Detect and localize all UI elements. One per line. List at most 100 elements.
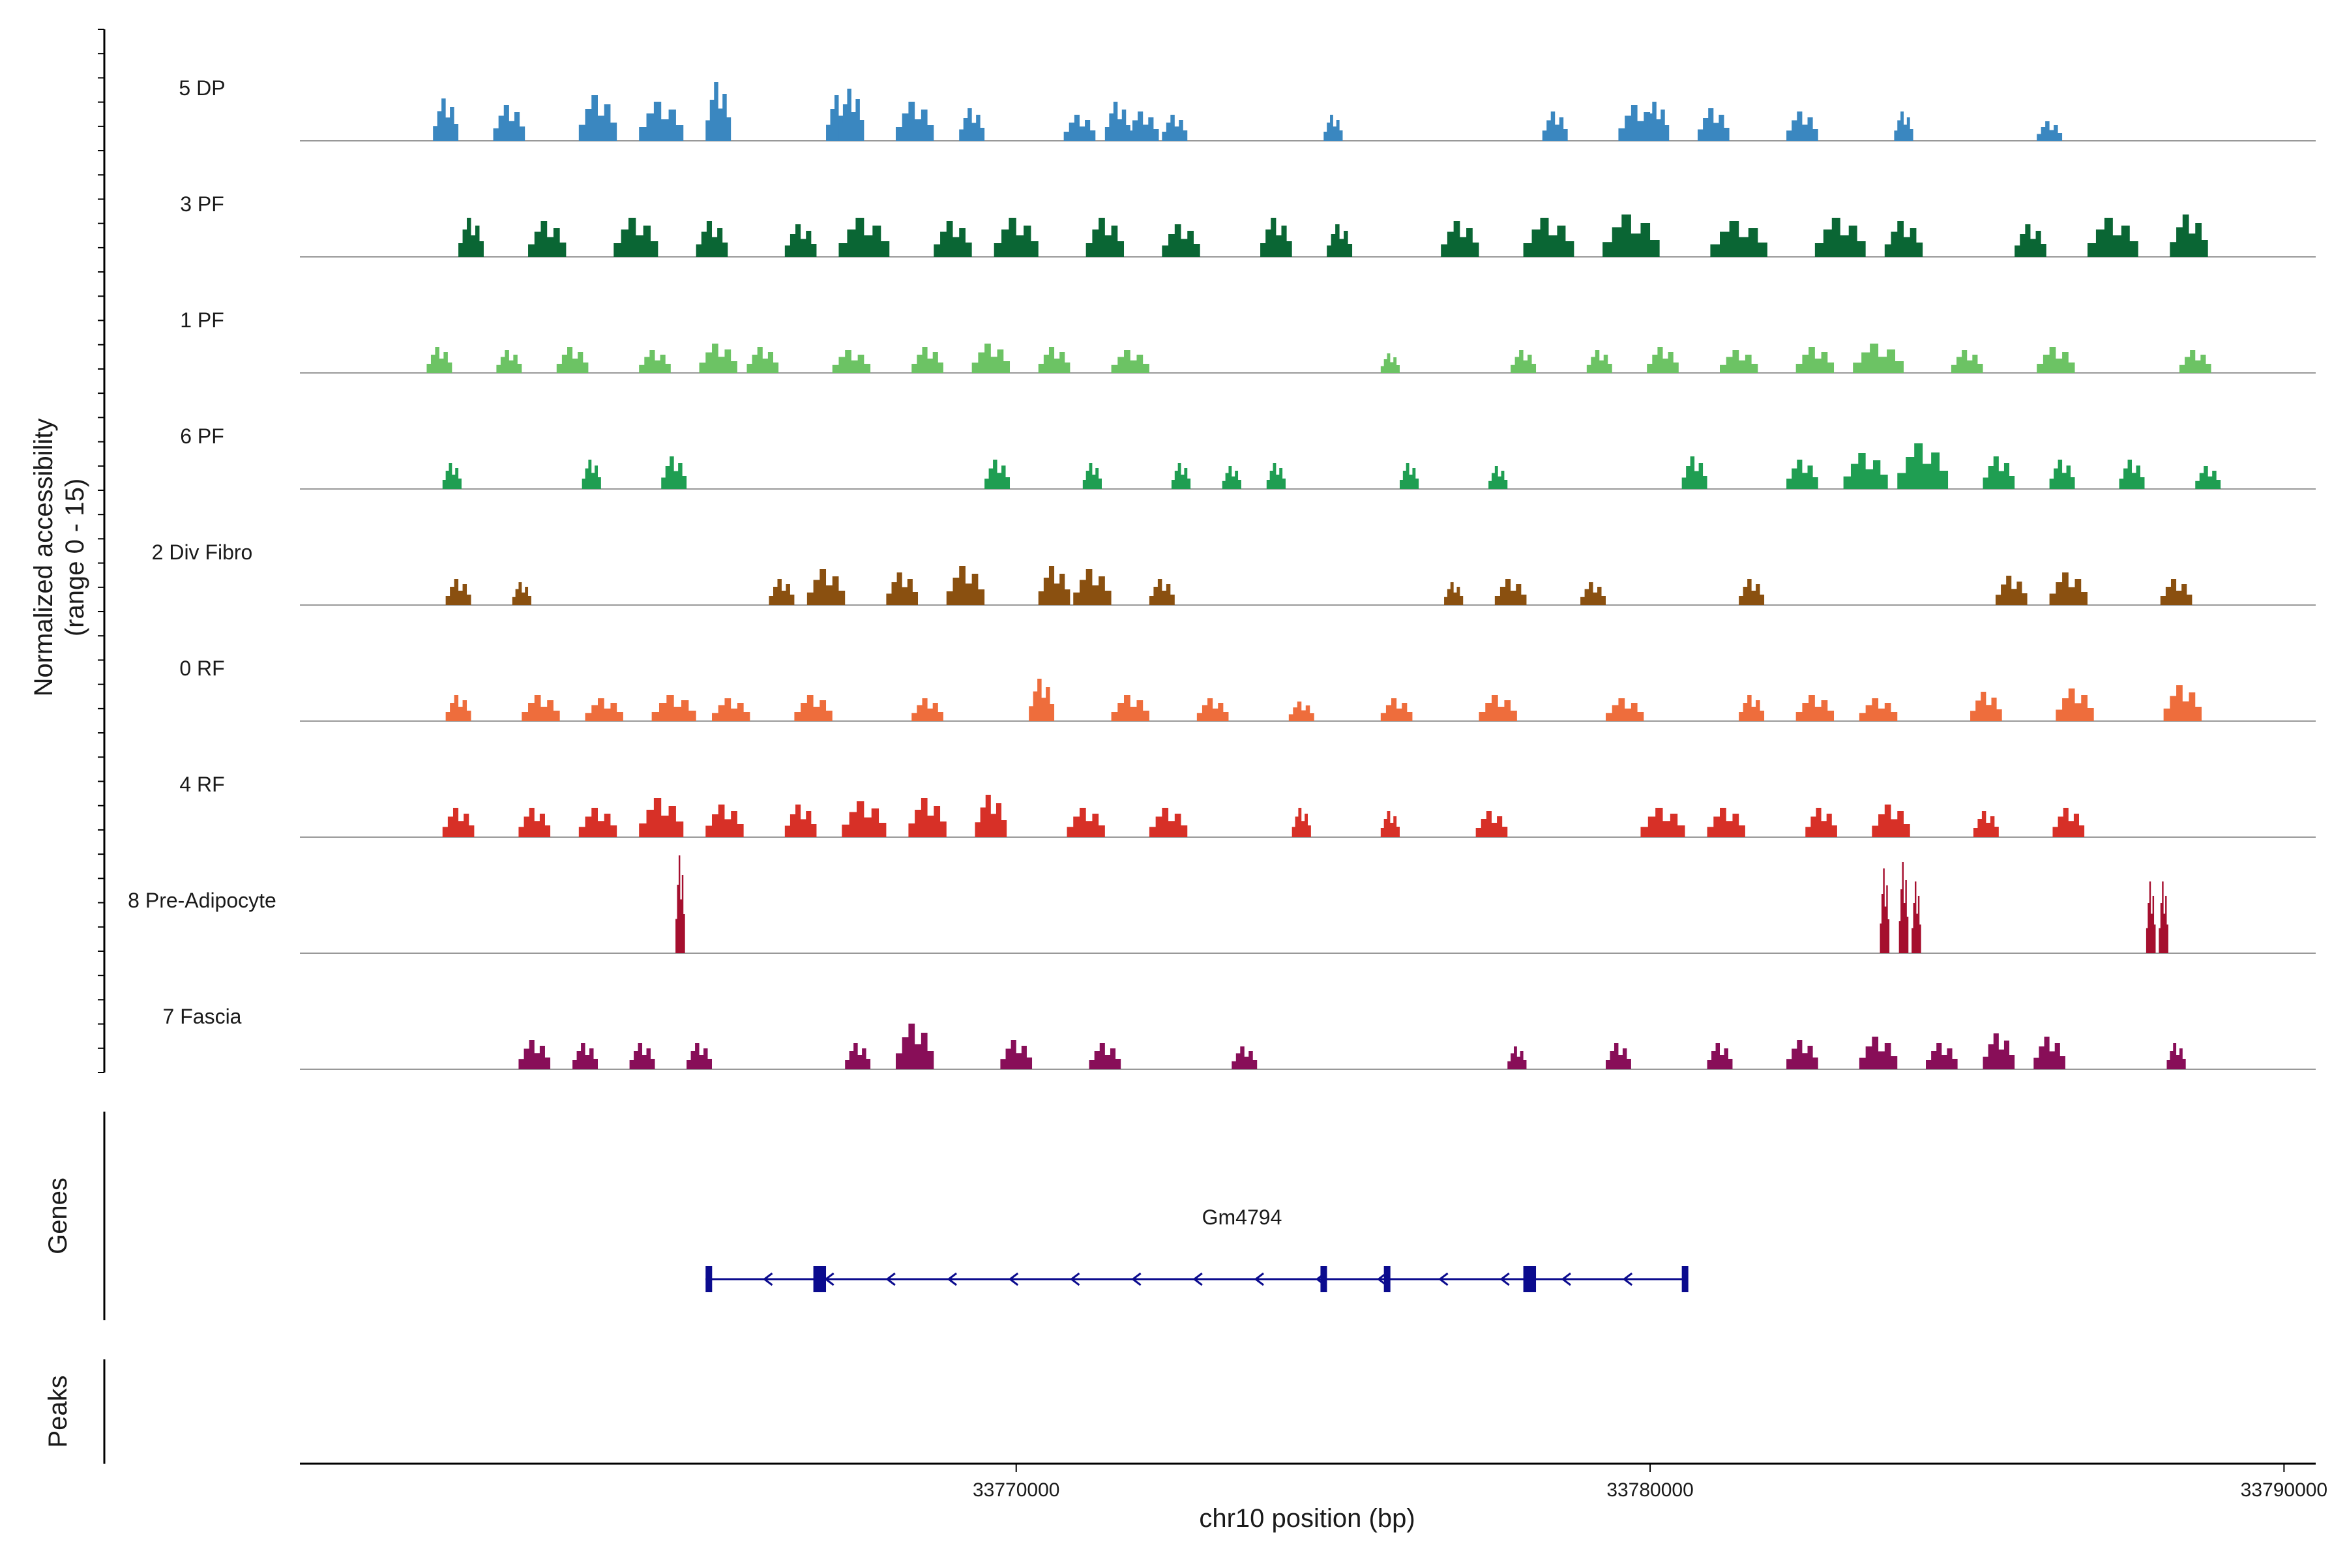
coverage-peak <box>2087 218 2138 257</box>
coverage-peak <box>1063 115 1096 141</box>
coverage-peak <box>838 218 890 257</box>
coverage-peak <box>1880 868 1890 953</box>
coverage-peak <box>838 89 864 141</box>
coverage-peak <box>1602 214 1660 257</box>
track-label: 6 PF <box>180 424 224 448</box>
coverage-peak <box>651 695 696 721</box>
coverage-peak <box>1647 347 1679 373</box>
gene-exon <box>1383 1266 1391 1292</box>
coverage-peak <box>1795 695 1835 721</box>
coverage-peak <box>2052 808 2085 837</box>
track-label: 5 DP <box>179 76 225 100</box>
coverage-peak <box>2037 121 2063 141</box>
tracks-layer: 5 DP 3 PF 1 PF 6 PF 2 Div Fibro 0 RF 4 RF 8 Pre… <box>128 76 2316 1070</box>
coverage-peak <box>445 695 471 721</box>
coverage-peak <box>1697 108 1730 141</box>
coverage-peak <box>661 456 687 489</box>
coverage-peak <box>845 1043 871 1069</box>
coverage-peak <box>1586 350 1612 373</box>
coverage-peak <box>1323 115 1343 141</box>
coverage-peak <box>1380 811 1400 837</box>
track-4-rf: 4 RF <box>179 773 2316 838</box>
coverage-peak <box>1523 218 1574 257</box>
coverage-peak <box>1951 350 1983 373</box>
coverage-peak <box>686 1043 713 1069</box>
coverage-peak <box>1786 460 1818 489</box>
coverage-peak <box>1859 1037 1898 1069</box>
coverage-peak <box>1640 808 1685 837</box>
coverage-peak <box>582 460 601 489</box>
coverage-peak <box>712 698 750 721</box>
coverage-peak <box>2166 1043 2186 1069</box>
coverage-peak <box>493 105 525 141</box>
coverage-peak <box>426 347 452 373</box>
coverage-peak <box>1580 582 1606 605</box>
coverage-peak <box>1089 1043 1121 1069</box>
coverage-peak <box>629 1043 655 1069</box>
coverage-peak <box>1739 579 1765 605</box>
coverage-peak <box>442 463 462 489</box>
strand-arrow <box>1622 1272 1633 1286</box>
coverage-peak <box>1644 102 1670 141</box>
peaks-panel-title: Peaks <box>44 1375 72 1447</box>
track-2-div-fibro: 2 Div Fibro <box>152 540 2316 606</box>
coverage-peak <box>1720 350 1758 373</box>
coverage-peak <box>1710 221 1767 257</box>
coverage-peak <box>1292 808 1311 837</box>
coverage-peak <box>1111 695 1149 721</box>
coverage-peak <box>842 801 887 837</box>
coverage-peak <box>2049 572 2088 605</box>
coverage-peak <box>639 102 684 141</box>
coverage-peak <box>1805 808 1837 837</box>
coverage-peak <box>1605 698 1644 721</box>
coverage-peak <box>1912 881 1921 953</box>
track-6-pf: 6 PF <box>180 424 2316 490</box>
track-0-rf: 0 RF <box>179 657 2316 722</box>
coverage-peak <box>1380 698 1413 721</box>
coverage-peak <box>578 95 617 141</box>
coverage-peak <box>895 102 934 141</box>
coverage-peak <box>946 566 985 605</box>
coverage-peak <box>1898 862 1909 953</box>
coverage-peak <box>1681 456 1707 489</box>
coverage-peak <box>442 808 475 837</box>
track-8-pre-adipocyte: 8 Pre-Adipocyte <box>128 855 2316 954</box>
strand-arrow <box>762 1272 773 1286</box>
coverage-peak <box>556 347 589 373</box>
coverage-peak <box>1380 353 1400 373</box>
coverage-peak <box>1232 1046 1258 1069</box>
coverage-peak <box>522 695 560 721</box>
coverage-peak <box>959 108 985 141</box>
gene-exon <box>1523 1266 1537 1292</box>
strand-arrow <box>885 1272 896 1286</box>
coverage-peak <box>1266 463 1286 489</box>
coverage-peak <box>528 221 567 257</box>
coverage-peak <box>639 350 671 373</box>
coverage-peak <box>994 218 1039 257</box>
coverage-peak <box>1082 463 1102 489</box>
coverage-peak <box>1127 111 1159 141</box>
coverage-peak <box>639 798 684 837</box>
coverage-peak <box>1739 695 1765 721</box>
track-7-fascia: 7 Fascia <box>163 1005 2316 1070</box>
coverage-peak <box>1786 1040 1818 1069</box>
track-1-pf: 1 PF <box>180 308 2316 374</box>
coverage-peak <box>518 1040 551 1069</box>
coverage-peak <box>1859 698 1898 721</box>
coverage-peak <box>518 808 551 837</box>
coverage-peak <box>984 460 1011 489</box>
coverage-peak <box>1897 443 1949 489</box>
track-label: 4 RF <box>179 773 224 796</box>
coverage-peak <box>1073 569 1112 605</box>
coverage-peak <box>613 218 658 257</box>
coverage-peak <box>1038 566 1070 605</box>
coverage-peak <box>1786 111 1818 141</box>
coverage-peak <box>769 579 795 605</box>
coverage-peak <box>2170 214 2208 257</box>
coverage-peak <box>1222 466 1241 489</box>
coverage-peak <box>1038 347 1070 373</box>
strand-arrow <box>1131 1272 1142 1286</box>
coverage-peak <box>911 347 943 373</box>
coverage-peak <box>746 347 779 373</box>
